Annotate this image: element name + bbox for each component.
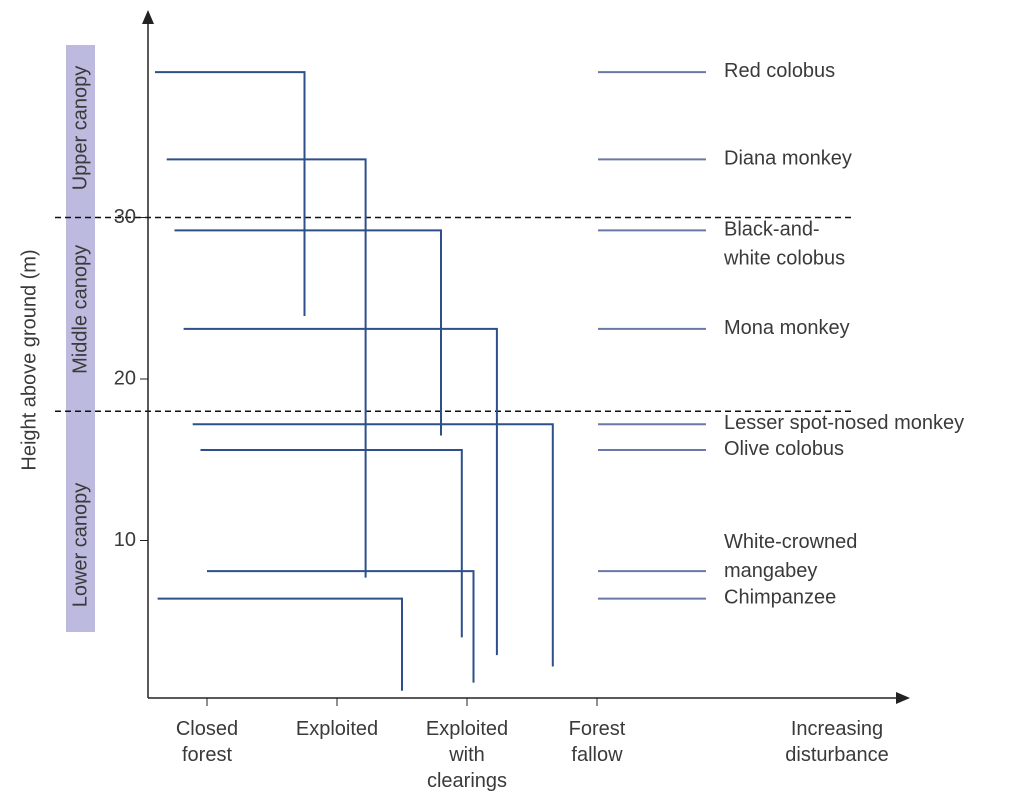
- y-axis-arrow: [142, 10, 154, 24]
- range-line: [207, 570, 475, 683]
- canopy-band: [66, 45, 95, 632]
- range-line: [166, 158, 367, 578]
- legend-label: Chimpanzee: [724, 587, 836, 609]
- y-tick-label: 20: [114, 367, 136, 389]
- legend-label: Olive colobus: [724, 438, 844, 460]
- legend-label: White-crowned mangabey: [724, 531, 857, 582]
- x-tick-label: Closed forest: [176, 718, 238, 766]
- legend-label: Red colobus: [724, 60, 835, 82]
- x-axis-label: Increasing disturbance: [785, 718, 888, 766]
- legend-label: Diana monkey: [724, 148, 852, 170]
- x-tick-label: Exploited: [296, 718, 378, 740]
- x-axis-arrow: [896, 692, 910, 704]
- range-line: [183, 327, 498, 656]
- y-tick-label: 30: [114, 206, 136, 228]
- x-tick-label: Forest fallow: [569, 718, 626, 766]
- y-axis-label: Height above ground (m): [18, 249, 40, 470]
- legend-label: Black-and-white colobus: [723, 219, 845, 270]
- canopy-zone-label: Middle canopy: [69, 245, 91, 374]
- canopy-zone-label: Upper canopy: [69, 66, 91, 191]
- range-line: [155, 71, 306, 317]
- range-line: [157, 597, 403, 691]
- y-tick-label: 10: [114, 529, 136, 551]
- legend-label: Lesser spot-nosed monkey: [724, 413, 964, 435]
- canopy-zone-label: Lower canopy: [69, 483, 91, 608]
- range-line: [174, 229, 442, 436]
- range-line: [192, 423, 554, 667]
- legend-label: Mona monkey: [724, 317, 850, 339]
- range-line: [200, 449, 463, 638]
- x-tick-label: Exploited with clearings: [426, 718, 508, 792]
